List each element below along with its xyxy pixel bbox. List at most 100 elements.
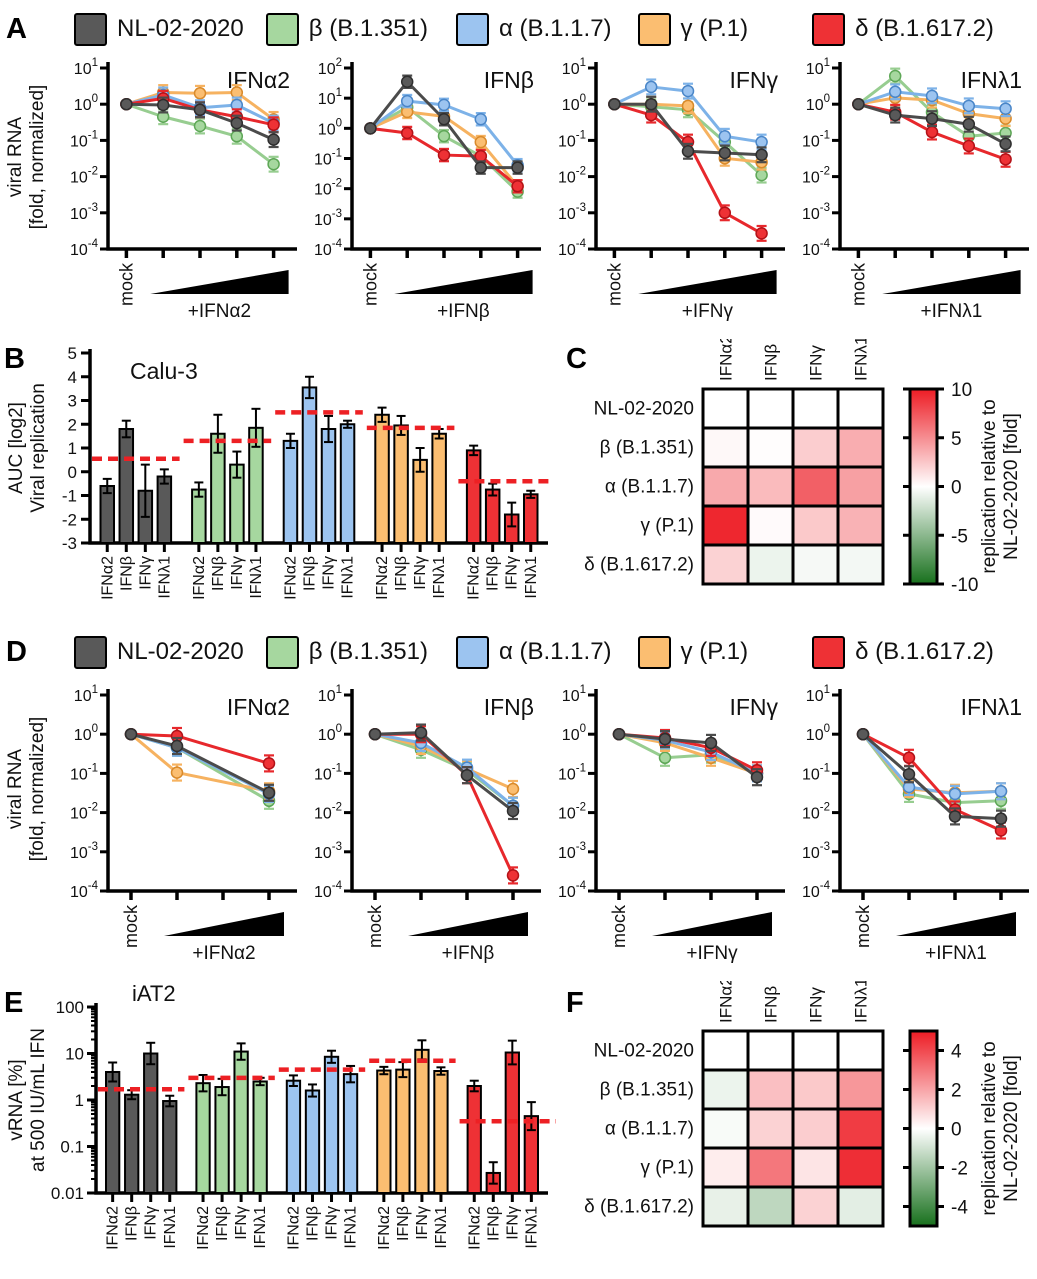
x-tick-label: IFNλ1 [431,556,448,599]
legend-swatch-delta [812,635,846,669]
bar-group-delta: IFNα2 IFNβ IFNγ IFNλ1 [466,444,540,600]
colorbar-axis-label: NL-02-2020 [fold] [1001,413,1022,560]
series-gamma [368,727,520,799]
bar [395,1068,411,1194]
y-axis-label: vRNA [%] [6,1059,27,1140]
heatmap-col-label: IFNλ1 [852,981,871,1023]
y-tick-label: 101 [562,684,586,705]
data-point-alpha [962,99,976,113]
data-point-beta [437,129,451,143]
x-tick-label: IFNγ [229,556,246,590]
data-point-alpha [437,98,451,112]
heatmap-col-label: IFNβ [762,344,781,381]
data-point-nl [414,726,428,739]
heatmap-cell [836,504,885,547]
bar-group-beta: IFNα2 IFNβ IFNγ IFNλ1 [191,407,265,600]
line-chart-ifnl1-calu3: 101 100 10-1 10-2 10-3 10-4 IFNλ1 mock +IFNλ1 [802,57,1029,322]
data-point-delta [437,148,451,162]
y-tick-label: 102 [318,57,342,78]
data-point-nl [124,727,138,741]
heatmap-cell [836,1185,885,1228]
y-tick-label: 100 [562,93,586,114]
y-tick-label: 10-3 [558,202,586,223]
heatmap-cell [791,504,840,547]
data-point-gamma [230,86,244,99]
viral-rna-axis-label-d: viral RNA [fold, normalized] [0,681,54,981]
legend-swatch-delta [812,12,846,46]
x-tick-label: IFNα2 [282,556,299,600]
bar [323,1055,340,1195]
y-tick-label: 10-4 [314,880,343,901]
heatmap-calu3: IFNα2 IFNβ IFNγ IFNλ1 NL-02-2020 β (B.1.351) α… [584,339,1022,596]
heatmap-row-label: NL-02-2020 [594,1041,694,1062]
bar [195,1082,211,1194]
heatmap-cell [746,465,795,508]
heatmap-cell [791,1107,840,1150]
data-point-nl [170,739,184,753]
y-tick-label: 100 [74,93,98,114]
legend-swatch-nl [74,12,107,46]
heatmap-cell [836,1068,885,1111]
dose-ramp-triangle [394,270,533,294]
panel-e-label: E [4,987,24,1019]
y-tick-label: 10-2 [802,166,830,187]
y-tick-label: 1 [75,1091,84,1110]
y-tick-label: 10-4 [70,238,99,259]
x-tick-label: IFNβ [304,1206,321,1241]
data-point-nl [856,727,870,741]
heatmap-cell [836,1029,885,1072]
heatmap-col-label: IFNα2 [717,339,736,381]
line-chart-ifnb-calu3: 102 101 100 10-1 10-2 10-3 10-4 IFNβ mock +IFNβ [314,57,541,322]
line-chart-ifnb-iat2: 101 100 10-1 10-2 10-3 10-4 IFNβ mock +IFNβ [314,684,541,964]
y-tick-label: 10-4 [802,238,831,259]
chart-title: IFNβ [484,67,534,93]
panel-a-charts: viral RNA [fold, normalized] 101 100 10-1 1… [0,54,1037,339]
panel-b-label: B [4,343,25,375]
x-tick-label: IFNλ1 [340,556,357,599]
x-tick-label: IFNγ [504,556,521,590]
heatmap-cell [746,1146,795,1189]
bar [393,424,409,544]
viral-rna-axis-label-a: viral RNA [fold, normalized] [0,54,54,339]
x-tick-mock: mock [848,262,868,306]
colorbar [908,1029,939,1228]
legend-item-alpha: α (B.1.1.7) [455,635,612,669]
legend-swatch-alpha [455,12,489,46]
y-tick-label: 100 [318,723,342,744]
y-tick-label: 0.01 [51,1184,84,1203]
x-tick-label: IFNβ [485,1206,502,1241]
heatmap-col-label: IFNγ [807,345,826,381]
panel-e-f-row: E F 100 10 1 0.1 0.01 iAT2 vRNA [%] at 500 IU/m… [0,981,1037,1277]
ylabel-line2: [fold, normalized] [27,716,48,862]
data-point-delta [511,180,524,193]
chart-title: IFNβ [484,694,534,720]
series-alpha [856,727,1008,803]
colorbar-tick-label: -5 [951,526,968,547]
x-axis-label: +IFNλ1 [921,301,983,322]
data-point-alpha [999,102,1012,115]
colorbar-tick-label: -2 [951,1159,968,1180]
heatmap-cell [746,543,795,586]
data-point-alpha [925,89,939,103]
heatmap-cell [791,1029,840,1072]
data-point-nl [718,146,732,160]
bar-chart-calu3-auc: 5 4 3 2 1 0 -1 -2 -3 Calu-3 AUC [log2] Viral replic… [6,344,554,600]
legend-item-beta: β (B.1.351) [265,12,428,46]
y-tick-label: 10-4 [558,880,587,901]
bar [342,1073,359,1194]
panel-d-legend: D NL-02-2020 β (B.1.351) α (B.1.1.7) γ (P.1… [0,619,1037,681]
x-tick-label: IFNλ1 [523,1206,540,1249]
x-tick-label: IFNγ [233,1206,250,1240]
series-nl [612,727,764,787]
heatmap-cell [701,426,750,469]
legend-item-label: β (B.1.351) [308,638,428,665]
data-point-gamma [506,782,520,796]
x-tick-mock: mock [116,262,136,306]
chart-title: IFNα2 [227,694,290,720]
bar-group-alpha: IFNα2 IFNβ IFNγ IFNλ1 [282,375,357,600]
data-point-beta [230,130,244,143]
heatmap-cell [746,1029,795,1072]
x-tick-label: IFNλ1 [162,1206,179,1249]
x-tick-label: IFNα2 [466,1206,483,1250]
heatmap-cell [701,1029,750,1072]
